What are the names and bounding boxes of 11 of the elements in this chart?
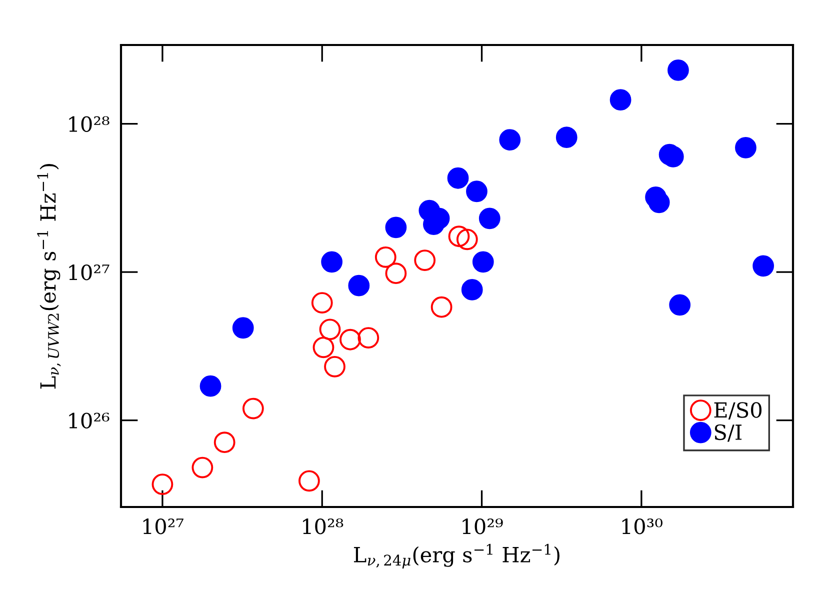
legend-label: S/I	[714, 424, 742, 442]
y-tick-label: 10²⁸	[69, 116, 110, 132]
x-tick-label: 10²⁹	[462, 518, 503, 534]
y-tick-label: 10²⁷	[69, 264, 110, 280]
x-tick-label: 10²⁸	[303, 518, 344, 534]
legend-label: E/S0	[714, 402, 762, 420]
x-axis-title: L$_{ν,24μ}$(erg s$^{−1}$ Hz$^{−1}$)	[354, 544, 560, 568]
x-tick-label: 10³⁰	[622, 518, 662, 534]
y-axis-title: L$_{ν,UVW2}$(erg s$^{−1}$ Hz$^{−1}$)	[37, 164, 61, 389]
y-tick-label: 10²⁶	[69, 412, 110, 428]
x-tick-label: 10²⁷	[143, 518, 184, 534]
